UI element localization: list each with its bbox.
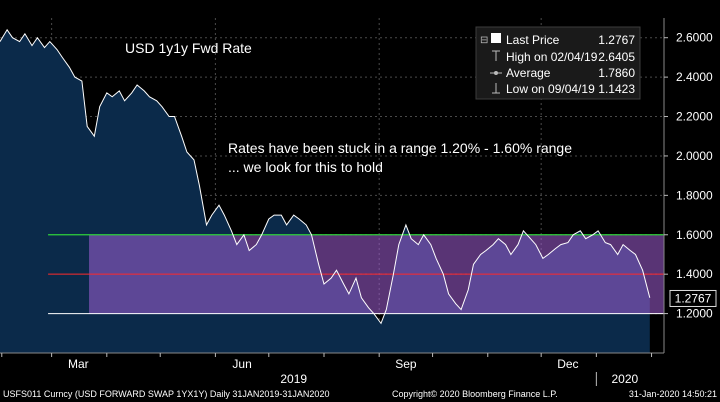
y-tick-label: 1.2000 [676,307,713,321]
x-tick-label: Jun [232,357,251,371]
x-tick-label: Mar [68,357,89,371]
year-label: 2019 [280,372,307,386]
y-tick-label: 2.2000 [676,110,713,124]
y-tick-label: 1.4000 [676,267,713,281]
year-label: 2020 [611,372,638,386]
annotation-line-1: Rates have been stuck in a range 1.20% -… [228,140,572,156]
annotation-line-2: ... we look for this to hold [228,159,383,175]
y-axis: 1.2000 1.4000 1.6000 1.8000 2.0000 2.2000 2.40… [663,18,713,353]
low-marker-icon [492,83,500,94]
legend-label-high: High on 02/04/19 [506,50,598,64]
footer-ticker: USFS011 Curncy (USD FORWARD SWAP 1YX1Y) … [3,389,330,399]
legend-value-last: 1.2767 [598,33,635,47]
high-marker-icon [492,50,500,61]
chart-area: 1.2000 1.4000 1.6000 1.8000 2.0000 2.2000 2.40… [0,18,717,386]
legend-value-low: 1.1423 [598,82,635,96]
legend-collapse-icon[interactable]: ⊟ [480,35,488,46]
last-value-label: 1.2767 [675,291,712,305]
last-value-box [669,289,717,307]
last-price-swatch-icon [491,33,501,43]
legend-label-last: Last Price [506,33,560,47]
y-tick-label: 1.8000 [676,188,713,202]
footer-copyright: Copyright© 2020 Bloomberg Finance L.P. [392,389,558,399]
y-tick-label: 2.6000 [676,31,713,45]
last-value-marker: 1.2767 [669,289,717,307]
y-tick-label: 1.6000 [676,228,713,242]
legend-value-high: 2.6405 [598,50,635,64]
legend-value-average: 1.7860 [598,66,635,80]
price-line [0,28,651,325]
x-tick-label: Sep [395,357,417,371]
legend-label-average: Average [506,66,551,80]
x-axis: Mar Jun Sep Dec 2019 2020 [0,352,664,386]
legend-box: ⊟ Last Price 1.2767 High on 02/04/19 2.6… [475,26,641,100]
chart-title: USD 1y1y Fwd Rate [125,40,252,56]
legend-label-low: Low on 09/04/19 [506,82,595,96]
footer-timestamp: 31-Jan-2020 14:50:21 [628,389,717,399]
footer-bar: USFS011 Curncy (USD FORWARD SWAP 1YX1Y) … [0,388,720,402]
legend-frame [475,26,641,100]
x-tick-label: Dec [557,357,578,371]
y-tick-label: 2.4000 [676,70,713,84]
average-marker-dot-icon [494,71,498,75]
range-band [48,234,664,315]
y-tick-label: 2.0000 [676,149,713,163]
